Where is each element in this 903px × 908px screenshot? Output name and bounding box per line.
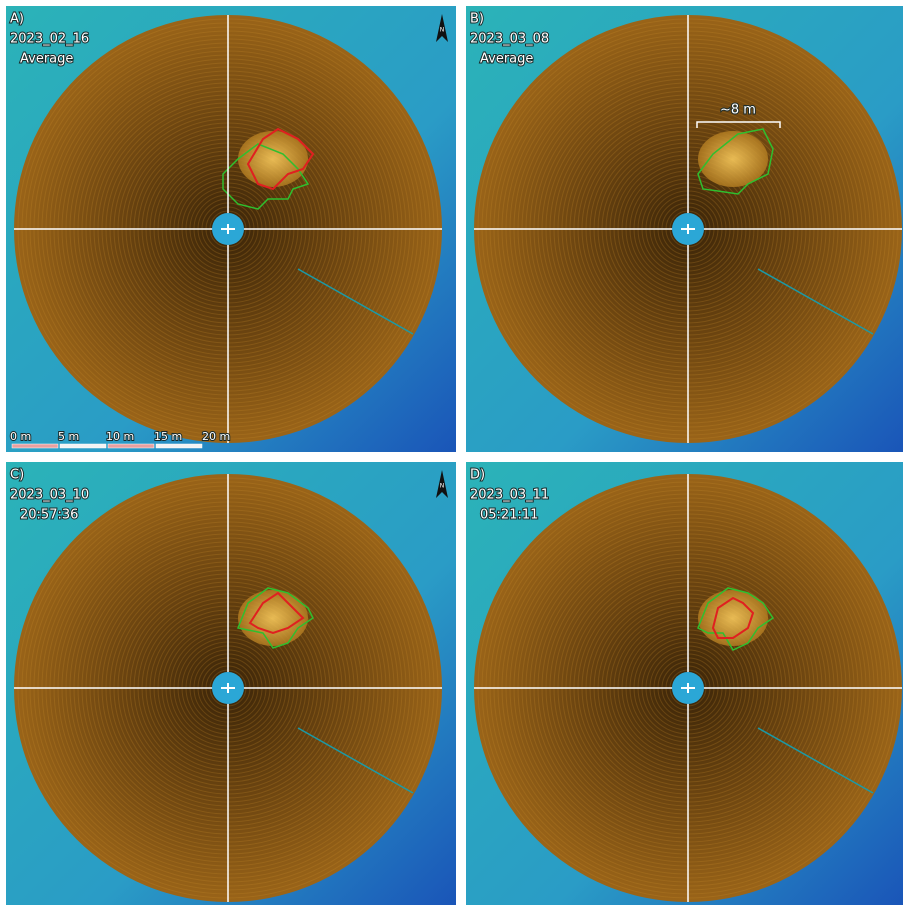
panel-date: 2023_02_16 bbox=[10, 32, 89, 47]
target-echo bbox=[238, 590, 308, 646]
scale-segment bbox=[156, 444, 202, 448]
north-label: N bbox=[440, 27, 445, 34]
scale-label: 0 m bbox=[10, 430, 31, 443]
panel-label: C) bbox=[10, 468, 24, 483]
north-label: N bbox=[440, 483, 445, 490]
figure: A) 2023_02_16 Average N B) 2023_03_08 Average C… bbox=[0, 0, 903, 908]
scale-label: 15 m bbox=[154, 430, 182, 443]
panel: D) 2023_03_11 05:21:11 bbox=[466, 462, 903, 905]
panel-label: A) bbox=[10, 12, 24, 27]
panel-subtitle: 20:57:36 bbox=[20, 508, 78, 523]
panel-date: 2023_03_11 bbox=[470, 488, 549, 503]
panel-label: B) bbox=[470, 12, 484, 27]
panel-subtitle: Average bbox=[20, 52, 73, 67]
scale-label: 20 m bbox=[202, 430, 230, 443]
panel: C) 2023_03_10 20:57:36 N bbox=[6, 462, 456, 905]
scale-segment bbox=[12, 444, 58, 448]
panel: B) 2023_03_08 Average bbox=[466, 6, 903, 452]
panel-subtitle: 05:21:11 bbox=[480, 508, 538, 523]
measure-label: ~8 m bbox=[720, 103, 756, 118]
panel: A) 2023_02_16 Average N bbox=[6, 6, 456, 452]
scale-label: 10 m bbox=[106, 430, 134, 443]
panel-date: 2023_03_10 bbox=[10, 488, 89, 503]
scale-segment bbox=[108, 444, 154, 448]
panel-subtitle: Average bbox=[480, 52, 533, 67]
scale-label: 5 m bbox=[58, 430, 79, 443]
panel-label: D) bbox=[470, 468, 485, 483]
panel-date: 2023_03_08 bbox=[470, 32, 549, 47]
scale-segment bbox=[60, 444, 106, 448]
